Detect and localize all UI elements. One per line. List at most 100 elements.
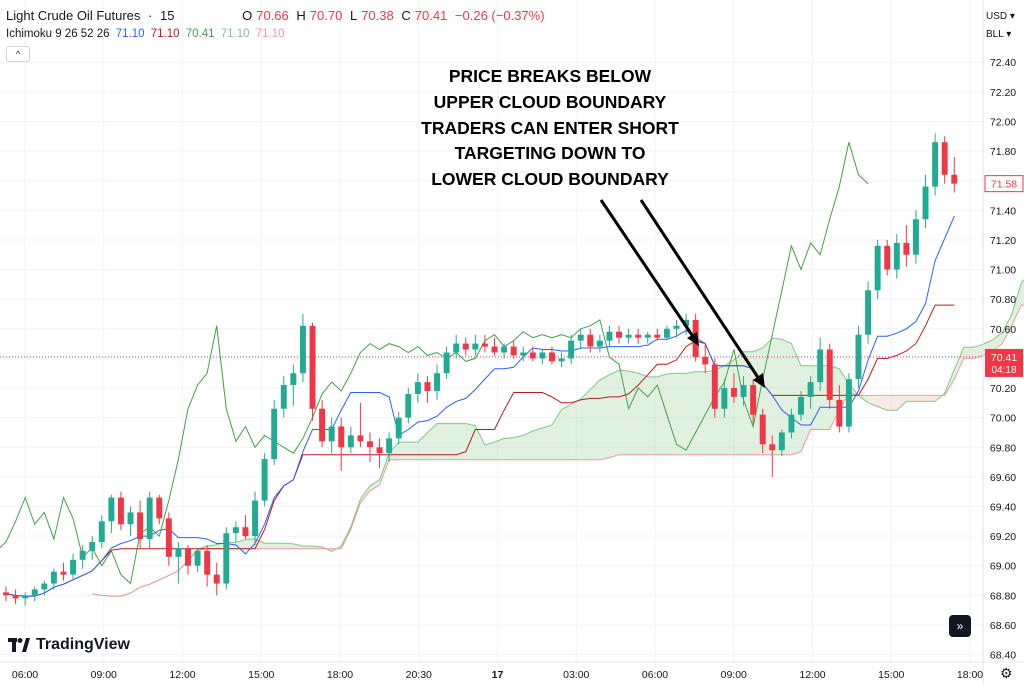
candle-body (146, 497, 153, 540)
candle-body (932, 142, 939, 187)
candle-body (807, 382, 814, 397)
candle (491, 337, 498, 356)
symbol-name[interactable]: Light Crude Oil Futures (6, 8, 141, 23)
candle-body (347, 435, 354, 448)
scroll-to-realtime-button[interactable]: » (949, 615, 971, 637)
collapse-legend-button[interactable]: ^ (6, 46, 30, 62)
candle-body (644, 334, 651, 338)
time-tick-label: 06:00 (12, 669, 38, 681)
candle-body (328, 426, 335, 442)
candle-body (951, 174, 958, 184)
price-tick-label: 69.00 (990, 561, 1016, 573)
cloud-segment (868, 393, 945, 411)
cloud-segment (341, 338, 869, 549)
price-tick-label: 71.40 (990, 205, 1016, 217)
candle-body (223, 533, 230, 584)
candle-body (798, 396, 804, 415)
candle (721, 379, 728, 418)
tradingview-logo[interactable]: TradingView (8, 636, 130, 654)
annotation-text: PRICE BREAKS BELOW UPPER CLOUD BOUNDARY … (395, 64, 705, 193)
candle (242, 515, 249, 540)
candle-body (759, 414, 766, 445)
candle (12, 589, 19, 605)
time-tick-label: 03:00 (563, 669, 589, 681)
candle-body (788, 414, 795, 433)
time-tick-label: 09:00 (91, 669, 117, 681)
price-tick-label: 71.00 (990, 265, 1016, 277)
candle-body (12, 595, 19, 599)
candle (941, 136, 948, 184)
candle (587, 328, 594, 353)
candle-body (232, 527, 239, 534)
candle-body (778, 432, 785, 451)
unit-select[interactable]: BLL ▾ (986, 26, 1022, 44)
cloud-segment (92, 538, 332, 597)
candle-body (70, 559, 77, 575)
change-value: −0.26 (−0.37%) (454, 8, 545, 23)
interval[interactable]: 15 (160, 8, 175, 23)
price-tick-label: 71.80 (990, 146, 1016, 158)
candle-body (683, 319, 690, 326)
candle-body (60, 571, 67, 575)
candle (654, 328, 661, 341)
candle (501, 343, 508, 359)
indicator-legend[interactable]: Ichimoku 9 26 52 26 71.10 71.10 70.41 71… (6, 28, 288, 40)
candle-body (213, 574, 220, 584)
candle (750, 379, 757, 424)
candle-body (625, 334, 632, 338)
current-price-tag-box (985, 348, 1023, 377)
time-axis[interactable]: 06:00 09:00 12:00 15:00 18:00 20:30 17 03:00 06:… (0, 661, 1024, 681)
unit-label: BLL (986, 29, 1004, 40)
candle-body (472, 343, 479, 350)
price-tick-label: 69.40 (990, 502, 1016, 514)
time-tick-label: 09:00 (721, 669, 747, 681)
candle (817, 337, 824, 391)
candle (826, 343, 833, 409)
candle-body (673, 325, 680, 329)
indicator-value-kijun: 71.10 (150, 28, 180, 40)
candle-body (261, 459, 268, 501)
price-tick-label: 69.60 (990, 472, 1016, 484)
chikou-span-line (0, 142, 869, 585)
candle-body (424, 382, 431, 391)
chevron-down-icon: ▾ (1009, 11, 1015, 22)
open-label: O (242, 8, 253, 23)
candle-body (395, 417, 402, 439)
candle (616, 325, 622, 344)
candle (290, 364, 297, 406)
candle (185, 545, 191, 575)
candle (472, 334, 479, 356)
candle-body (874, 245, 881, 291)
candle-body (577, 334, 584, 341)
candle-body (108, 497, 115, 522)
candle-body (769, 444, 776, 451)
candle (635, 328, 642, 344)
settings-gear-icon[interactable]: ⚙ (1000, 665, 1013, 681)
candle (79, 545, 86, 569)
double-chevron-right-icon: » (956, 619, 964, 633)
currency-select[interactable]: USD ▾ (986, 8, 1022, 26)
candle-body (606, 331, 613, 341)
high-value: 70.70 (309, 8, 343, 23)
annotation-line: LOWER CLOUD BOUNDARY (431, 169, 669, 190)
candle (328, 417, 335, 454)
currency-label: USD (986, 11, 1008, 22)
time-tick-label: 17 (492, 669, 504, 681)
time-tick-label: 18:00 (327, 669, 353, 681)
candle (443, 346, 450, 380)
candle-body (185, 547, 191, 566)
candle-body (367, 441, 373, 448)
header-separator: · (148, 8, 153, 23)
candle (836, 385, 843, 433)
candle-body (845, 379, 852, 427)
candle (702, 343, 709, 374)
candle-body (711, 364, 718, 409)
close-label: C (401, 8, 411, 23)
price-tick-label: 68.40 (990, 650, 1016, 662)
price-tick-label: 68.60 (990, 620, 1016, 632)
time-tick-label: 06:00 (642, 669, 668, 681)
candle (730, 373, 737, 403)
candle (213, 562, 220, 596)
